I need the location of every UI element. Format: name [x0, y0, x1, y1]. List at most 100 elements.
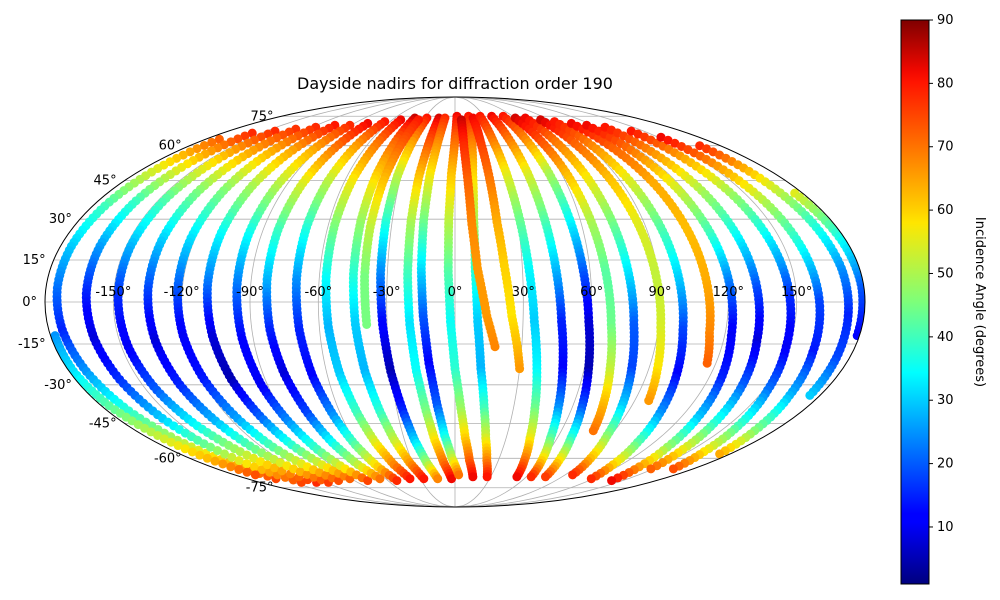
- data-point: [226, 462, 236, 472]
- data-point: [512, 472, 522, 482]
- colorbar-ticks: 10 20 30 40 50 60 70 80 90: [929, 13, 954, 535]
- data-point: [362, 319, 372, 329]
- data-point: [540, 472, 550, 482]
- data-point: [482, 472, 492, 482]
- x-tick-label: -60°: [304, 285, 332, 300]
- map-outline: [44, 96, 866, 508]
- x-tick-label: 60°: [580, 285, 603, 300]
- data-point: [255, 457, 265, 467]
- x-tick-label: 0°: [448, 285, 463, 300]
- data-point: [695, 141, 705, 151]
- data-point: [242, 459, 252, 469]
- data-point: [249, 462, 259, 472]
- data-point: [210, 456, 220, 466]
- data-point: [646, 464, 656, 474]
- data-point: [526, 472, 536, 482]
- colorbar-label: Incidence Angle (degrees): [972, 217, 987, 387]
- data-point: [234, 455, 244, 465]
- data-point: [433, 474, 443, 484]
- map-area: [45, 97, 865, 507]
- data-point: [490, 342, 500, 352]
- data-point: [702, 358, 712, 368]
- data-point: [468, 472, 478, 482]
- y-tick-label: 60°: [159, 139, 182, 154]
- y-tick-labels: -75° -60° -45° -30° -15° 0° 15° 30° 45° 60° 75°: [18, 109, 274, 495]
- data-point: [234, 465, 244, 475]
- data-point: [656, 132, 666, 142]
- data-points: [50, 111, 865, 487]
- colorbar-tick-label: 20: [937, 457, 954, 472]
- data-point: [668, 464, 678, 474]
- colorbar-tick-label: 40: [937, 330, 954, 345]
- data-point: [663, 135, 673, 145]
- data-point: [166, 437, 176, 447]
- data-point: [242, 467, 252, 477]
- data-point: [363, 476, 373, 486]
- data-point: [345, 474, 355, 484]
- data-point: [240, 131, 250, 141]
- y-tick-label: 45°: [94, 174, 117, 189]
- data-point: [447, 474, 457, 484]
- data-point: [220, 449, 230, 459]
- data-point: [178, 150, 188, 160]
- data-point: [249, 453, 259, 463]
- x-tick-label: -30°: [373, 285, 401, 300]
- x-tick-label: 30°: [512, 285, 535, 300]
- data-point: [199, 140, 209, 150]
- data-point: [206, 442, 216, 452]
- data-point: [233, 134, 243, 144]
- y-tick-label: -45°: [89, 416, 117, 431]
- y-tick-label: 15°: [23, 253, 46, 268]
- data-point: [263, 129, 273, 139]
- data-point: [270, 463, 280, 473]
- data-point: [375, 474, 385, 484]
- data-point: [202, 453, 212, 463]
- colorbar-tick-label: 10: [937, 520, 954, 535]
- colorbar: [900, 19, 930, 585]
- data-point: [419, 474, 429, 484]
- x-tick-labels: -150° -120° -90° -60° -30° 0° 30° 60° 90° 120° 150…: [95, 285, 812, 300]
- data-point: [607, 476, 617, 486]
- data-point: [218, 459, 228, 469]
- data-point: [302, 469, 312, 479]
- y-tick-label: -15°: [18, 337, 46, 352]
- data-point: [153, 430, 163, 440]
- data-point: [207, 137, 217, 147]
- data-point: [227, 452, 237, 462]
- data-point: [270, 126, 280, 136]
- data-point: [515, 364, 525, 374]
- data-point: [295, 467, 305, 477]
- y-tick-label: -30°: [44, 378, 72, 393]
- data-point: [644, 396, 654, 406]
- y-tick-label: -60°: [154, 451, 182, 466]
- x-tick-label: -150°: [95, 285, 131, 300]
- data-point: [226, 137, 236, 147]
- colorbar-tick-label: 80: [937, 76, 954, 91]
- y-tick-label: 30°: [49, 212, 72, 227]
- data-point: [588, 426, 598, 436]
- data-point: [568, 470, 578, 480]
- data-point: [212, 446, 222, 456]
- y-tick-label: 0°: [22, 295, 37, 310]
- data-point: [626, 126, 636, 136]
- data-point: [805, 390, 815, 400]
- data-point: [159, 434, 169, 444]
- x-tick-label: -120°: [164, 285, 200, 300]
- colorbar-tick-label: 30: [937, 393, 954, 408]
- data-point: [173, 441, 183, 451]
- chart-title: Dayside nadirs for diffraction order 190: [297, 74, 613, 93]
- y-tick-label: -75°: [246, 481, 274, 496]
- data-point: [195, 450, 205, 460]
- data-point: [250, 470, 260, 480]
- data-point: [180, 444, 190, 454]
- data-point: [242, 450, 252, 460]
- y-tick-label: 75°: [250, 109, 273, 124]
- data-point: [187, 447, 197, 457]
- data-point: [405, 474, 415, 484]
- data-point: [454, 470, 464, 480]
- colorbar-tick-label: 50: [937, 266, 954, 281]
- data-point: [185, 147, 195, 157]
- data-point: [715, 449, 725, 459]
- colorbar-tick-label: 60: [937, 203, 954, 218]
